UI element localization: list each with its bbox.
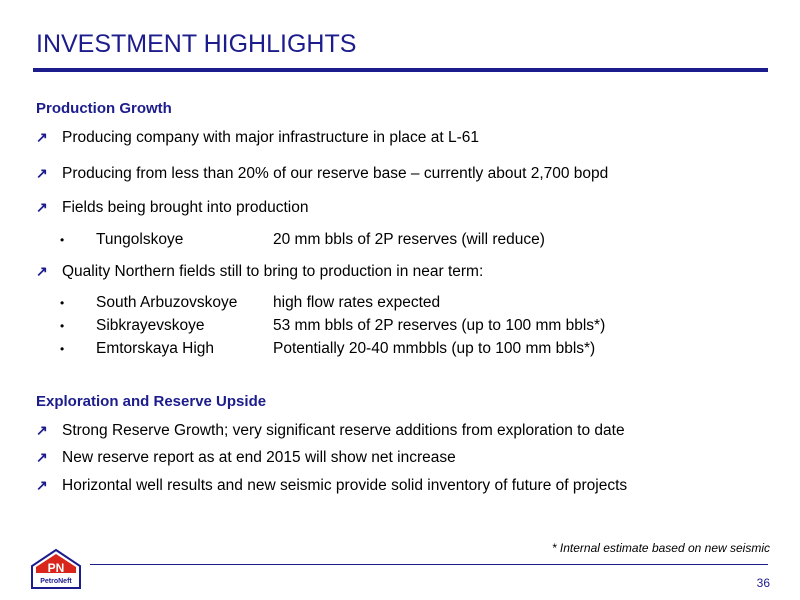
bullet-item: ↗ Quality Northern fields still to bring … <box>36 263 484 280</box>
footer-divider <box>90 564 768 565</box>
page-title: INVESTMENT HIGHLIGHTS <box>36 30 357 58</box>
sub-item-tungolskoye: • Tungolskoye 20 mm bbls of 2P reserves (w… <box>60 231 545 248</box>
svg-text:PN: PN <box>48 561 65 575</box>
dot-icon: • <box>60 296 65 310</box>
arrow-up-right-icon: ↗ <box>36 165 48 181</box>
svg-text:PetroNeft: PetroNeft <box>40 578 72 585</box>
arrow-up-right-icon: ↗ <box>36 422 48 438</box>
dot-icon: • <box>60 342 65 356</box>
arrow-up-right-icon: ↗ <box>36 449 48 465</box>
sub-item-emtorskaya-high: • Emtorskaya High Potentially 20-40 mmbbls… <box>60 340 596 357</box>
arrow-up-right-icon: ↗ <box>36 263 48 279</box>
footnote: * Internal estimate based on new seismic <box>551 541 770 555</box>
section-heading-exploration: Exploration and Reserve Upside <box>36 393 267 410</box>
bullet-item: ↗ Producing from less than 20% of our res… <box>36 165 609 182</box>
sub-item-sibkrayevskoye: • Sibkrayevskoye 53 mm bbls of 2P reserves… <box>60 317 606 334</box>
bullet-item: ↗ Producing company with major infrastruc… <box>36 129 479 146</box>
page-number: 36 <box>756 576 770 590</box>
bullet-item: ↗ New reserve report as at end 2015 will … <box>36 449 456 466</box>
title-divider <box>33 68 768 72</box>
arrow-up-right-icon: ↗ <box>36 129 48 145</box>
dot-icon: • <box>60 233 65 247</box>
bullet-item: ↗ Horizontal well results and new seismic… <box>36 477 628 494</box>
bullet-item: ↗ Strong Reserve Growth; very significant… <box>36 422 625 439</box>
arrow-up-right-icon: ↗ <box>36 199 48 215</box>
sub-item-south-arbuzovskoye: • South Arbuzovskoye high flow rates expec… <box>60 294 441 311</box>
arrow-up-right-icon: ↗ <box>36 477 48 493</box>
dot-icon: • <box>60 319 65 333</box>
petroneft-logo: PN PetroNeft <box>31 548 81 589</box>
section-heading-production: Production Growth <box>36 100 172 117</box>
bullet-item: ↗ Fields being brought into production <box>36 199 309 216</box>
